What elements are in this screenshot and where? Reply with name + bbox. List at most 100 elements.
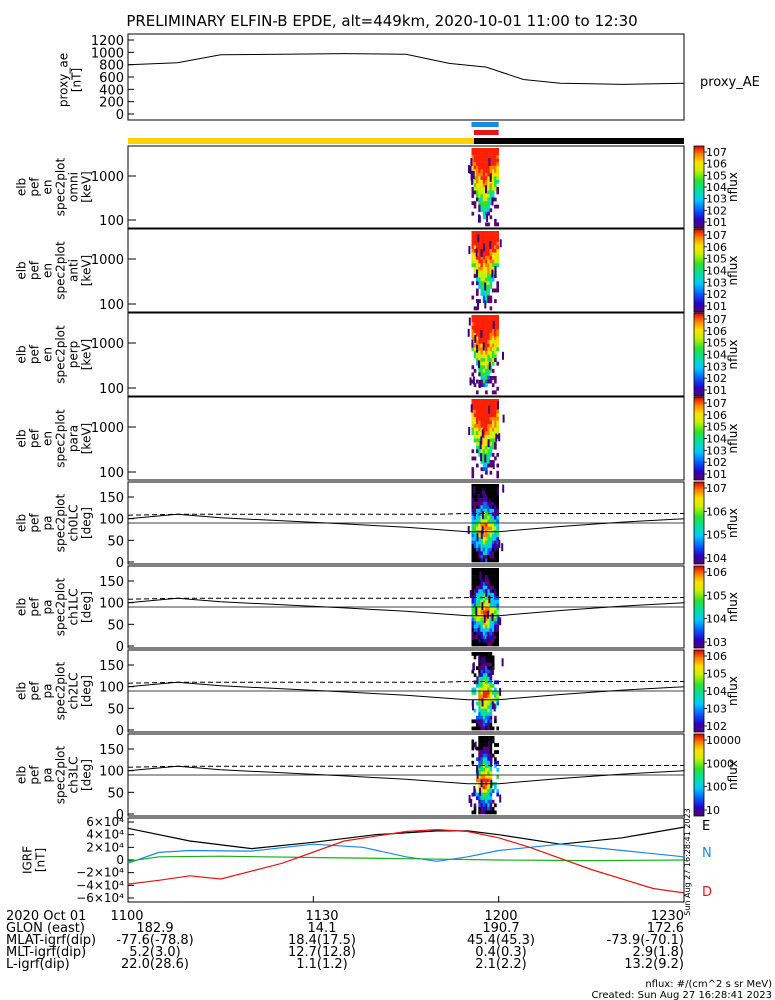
spec-anti-heatmap-cell (489, 238, 493, 243)
pa-ch3-heatmap-cell (478, 743, 481, 747)
pa-ch3-heatmap-cell (471, 810, 475, 815)
spec-para-heatmap-cell (494, 413, 497, 418)
pa-ch0-heatmap-cell (480, 484, 484, 488)
pa-ch0-heatmap-cell (471, 533, 475, 538)
spec-perp-heatmap-cell (487, 343, 490, 348)
pa-ch0-heatmap-cell (473, 537, 477, 541)
spec-para-heatmap-cell (476, 424, 479, 428)
spec-perp-heatmap-cell (471, 315, 475, 319)
spec-omni-heatmap-cell (478, 165, 481, 170)
spec-omni-heatmap-cell (471, 155, 475, 159)
pa-ch0-heatmap-cell (481, 526, 484, 535)
igrf-yticklabel: 4×10⁴ (86, 828, 124, 842)
pa-ch1-heatmap-cell (471, 628, 475, 633)
spec-anti-heatmap-cell (473, 231, 477, 235)
pa-ch3-ylabel-line: pef (28, 765, 42, 785)
spec-perp-heatmap-cell (491, 368, 495, 373)
xaxis-row-value: 5.2(3.0) (129, 945, 181, 960)
spec-anti-heatmap-cell (478, 274, 481, 278)
pa-ch0-heatmap-cell (501, 543, 504, 552)
spec-anti-heatmap-cell (485, 256, 488, 260)
pa-ch0-heatmap-cell (485, 526, 488, 531)
pa-ch2-heatmap-cell (480, 669, 484, 674)
pa-ch3-heatmap-cell (471, 746, 475, 751)
pa-ch3-heatmap-cell (478, 736, 481, 740)
pa-ch2-heatmap-cell (482, 705, 486, 709)
pa-ch2-heatmap-cell (478, 666, 481, 670)
spec-omni-heatmap-cell (494, 197, 497, 202)
pa-ch1-heatmap-cell (496, 603, 499, 608)
spec-anti-heatmap-cell (487, 292, 490, 296)
spec-para-heatmap-cell (480, 445, 484, 450)
pa-ch0-heatmap-cell (478, 558, 481, 563)
pa-ch2-heatmap-cell (482, 676, 486, 681)
pa-ch0-heatmap-cell (482, 547, 486, 552)
spec-anti-heatmap-cell (478, 266, 481, 271)
spec-para-heatmap-cell (473, 424, 477, 428)
spec-para-heatmap-cell (478, 431, 481, 436)
spec-perp-heatmap-cell (496, 343, 499, 348)
pa-ch3-heatmap-cell (491, 753, 495, 758)
spec-omni-heatmap-cell (480, 151, 484, 156)
spec-anti-heatmap-cell (485, 245, 488, 250)
spec-perp-heatmap-cell (480, 358, 484, 362)
pa-ch3-heatmap-cell (476, 757, 479, 762)
spec-para-heatmap-cell (489, 417, 493, 421)
pa-ch0-colorbar-ticklabel: 104 (706, 552, 727, 565)
pa-ch3-colorbar-label: nflux (726, 760, 740, 790)
spec-perp-ylabel-line: spec2plot (54, 325, 68, 384)
pa-ch0-heatmap-cell (478, 537, 481, 541)
spec-anti-heatmap-cell (491, 245, 495, 250)
spec-omni-heatmap-cell (471, 158, 475, 163)
pa-ch3-ylabel-line: spec2plot (54, 745, 68, 804)
spec-omni-heatmap-cell (476, 165, 479, 170)
spec-anti-heatmap-cell (491, 288, 495, 293)
spec-para-heatmap-cell (482, 456, 486, 461)
pa-ch1-heatmap-cell (494, 621, 497, 625)
spec-omni-heatmap-cell (473, 155, 477, 159)
spec-perp-heatmap-cell (487, 372, 490, 377)
spec-perp-heatmap-cell (468, 317, 471, 326)
spec-omni-heatmap-cell (471, 151, 475, 156)
spec-omni-colorbar-ticklabel: 107 (706, 146, 727, 159)
spec-anti-heatmap-cell (482, 252, 486, 257)
pa-ch3-heatmap-cell (480, 796, 484, 801)
spec-anti-colorbar-ticklabel: 103 (706, 276, 727, 289)
pa-ch0-heatmap-cell (496, 512, 499, 517)
pa-ch2-heatmap-cell (489, 712, 493, 717)
spec-anti-heatmap-cell (482, 281, 486, 286)
pa-ch0-heatmap-cell (489, 537, 493, 541)
spec-anti-heatmap-cell (491, 266, 495, 271)
spec-perp-ylabel-line: en (41, 347, 55, 362)
pa-ch1-heatmap-cell (482, 621, 486, 625)
spec-perp-heatmap-cell (476, 336, 479, 341)
pa-ch1-heatmap-cell (496, 575, 499, 579)
spec-para-heatmap-cell (491, 420, 495, 425)
spec-perp-heatmap-cell (482, 340, 486, 344)
pa-ch1-heatmap-cell (494, 603, 497, 608)
pa-ch0-heatmap-cell (487, 498, 490, 502)
spec-perp-heatmap-cell (494, 329, 497, 334)
pa-ch1-ylabel-line: [deg] (80, 591, 94, 623)
spec-para-heatmap-cell (480, 453, 483, 462)
pa-ch3-heatmap-cell (478, 771, 481, 776)
pa-ch0-heatmap-cell (478, 487, 481, 492)
spec-anti-heatmap-cell (485, 231, 488, 235)
spec-omni-heatmap-cell (471, 187, 475, 191)
igrf-series-G (127, 855, 685, 862)
spec-perp-heatmap-cell (480, 318, 484, 323)
spec-para-heatmap-cell (487, 463, 490, 468)
spec-para-ylabel-line: [keV] (80, 423, 94, 454)
pa-ch2-heatmap-cell (489, 676, 493, 681)
spec-anti-heatmap-cell (494, 234, 497, 239)
spec-perp-heatmap-cell (467, 328, 470, 337)
pa-ch1-heatmap-cell (491, 592, 495, 597)
pa-ch0-heatmap-cell (487, 501, 490, 506)
spec-para-heatmap-cell (476, 417, 479, 421)
pa-ch0-heatmap-cell (491, 508, 495, 513)
pa-ch1-heatmap-cell (471, 592, 475, 597)
pa-ch3-heatmap-cell (485, 789, 488, 793)
pa-ch0-heatmap-cell (489, 512, 493, 517)
spec-anti-colorbar-label: nflux (726, 256, 740, 286)
pa-ch1-heatmap-cell (491, 635, 495, 640)
